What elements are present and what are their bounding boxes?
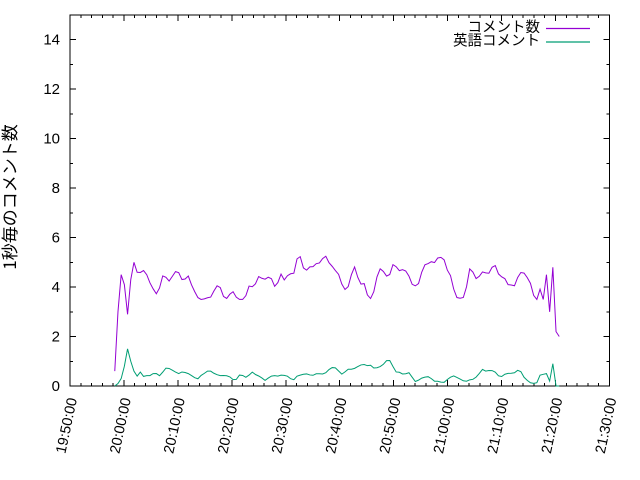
svg-text:10: 10 <box>43 131 60 148</box>
svg-text:6: 6 <box>52 230 60 247</box>
svg-text:20:10:00: 20:10:00 <box>161 397 188 456</box>
svg-text:0: 0 <box>52 378 60 395</box>
svg-text:20:40:00: 20:40:00 <box>323 397 350 456</box>
svg-text:4: 4 <box>52 279 60 296</box>
svg-text:20:20:00: 20:20:00 <box>215 397 242 456</box>
svg-text:8: 8 <box>52 180 60 197</box>
svg-text:英語コメント: 英語コメント <box>453 30 540 51</box>
svg-text:21:10:00: 21:10:00 <box>485 397 512 456</box>
svg-text:12: 12 <box>43 81 60 98</box>
svg-text:20:50:00: 20:50:00 <box>377 397 404 456</box>
svg-text:21:20:00: 21:20:00 <box>539 397 566 456</box>
svg-text:14: 14 <box>43 32 60 49</box>
svg-text:19:50:00: 19:50:00 <box>54 397 81 456</box>
svg-text:20:30:00: 20:30:00 <box>269 397 296 456</box>
svg-text:2: 2 <box>52 329 60 346</box>
svg-text:20:00:00: 20:00:00 <box>107 397 134 456</box>
svg-text:21:00:00: 21:00:00 <box>431 397 458 456</box>
svg-text:1秒毎のコメント数: 1秒毎のコメント数 <box>0 124 21 269</box>
svg-text:21:30:00: 21:30:00 <box>593 397 620 456</box>
